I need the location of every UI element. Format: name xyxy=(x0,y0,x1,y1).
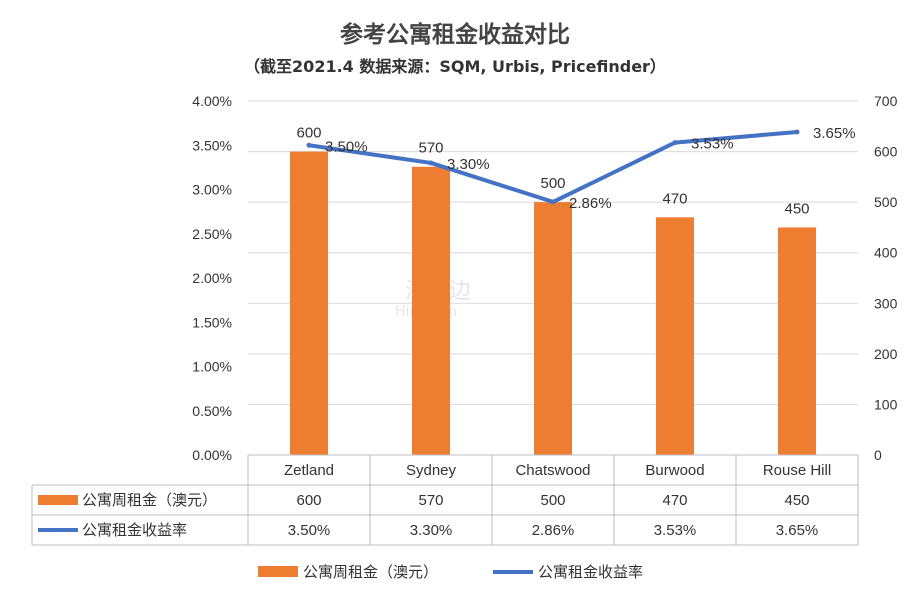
right-axis-tick-label: 400 xyxy=(874,245,898,261)
category-label: Zetland xyxy=(284,462,334,479)
legend-bar-swatch xyxy=(258,566,298,577)
category-label: Chatswood xyxy=(515,462,590,479)
table-cell: 2.86% xyxy=(532,522,575,539)
right-axis-tick-label: 100 xyxy=(874,396,898,412)
bar xyxy=(534,202,572,455)
left-axis-ticks: 0.00% 0.50% 1.00% 1.50% 2.00% 2.50% 3.00% 3.50%… xyxy=(192,93,232,463)
chart-title: 参考公寓租金收益对比 xyxy=(340,21,570,48)
bar-data-label: 570 xyxy=(418,140,443,157)
chart-subtitle: （截至2021.4 数据来源：SQM, Urbis, Pricefinder） xyxy=(244,57,666,76)
table-cell: 3.50% xyxy=(288,522,331,539)
legend: 公寓周租金（澳元） 公寓租金收益率 xyxy=(258,563,643,581)
left-axis-tick-label: 3.50% xyxy=(192,137,232,153)
right-axis-tick-label: 300 xyxy=(874,295,898,311)
left-axis-tick-label: 3.00% xyxy=(192,182,232,198)
bar-data-label: 450 xyxy=(784,200,809,217)
right-axis-tick-label: 200 xyxy=(874,346,898,362)
legend-bar-label: 公寓周租金（澳元） xyxy=(303,563,438,581)
data-table: Zetland Sydney Chatswood Burwood Rouse Hill 公… xyxy=(31,454,859,546)
right-axis-tick-label: 700 xyxy=(874,93,898,109)
left-axis-tick-label: 1.00% xyxy=(192,359,232,375)
table-row-label: 公寓租金收益率 xyxy=(82,521,187,539)
line-data-label: 3.53% xyxy=(691,136,734,153)
line-data-label: 3.65% xyxy=(813,125,856,142)
line-point xyxy=(550,199,556,205)
legend-line-label: 公寓租金收益率 xyxy=(538,563,643,581)
right-axis-tick-label: 0 xyxy=(874,447,882,463)
bar xyxy=(290,151,328,456)
bar xyxy=(778,227,816,455)
table-cell: 3.53% xyxy=(654,522,697,539)
right-axis-tick-label: 600 xyxy=(874,144,898,160)
line-point xyxy=(306,142,312,148)
table-cell: 500 xyxy=(540,492,565,509)
bar-series: 600 570 500 470 450 xyxy=(290,125,816,456)
table-row-label: 公寓周租金（澳元） xyxy=(82,491,217,509)
line-data-label: 2.86% xyxy=(569,195,612,212)
line-point xyxy=(428,160,434,166)
right-axis-ticks: 0 100 200 300 400 500 600 700 xyxy=(874,93,898,463)
left-axis-tick-label: 0.00% xyxy=(192,447,232,463)
category-label: Rouse Hill xyxy=(763,462,831,479)
bar xyxy=(412,166,450,455)
left-axis-tick-label: 1.50% xyxy=(192,314,232,330)
line-data-label: 3.50% xyxy=(325,138,368,155)
bar xyxy=(656,217,694,455)
table-cell: 600 xyxy=(296,492,321,509)
category-label: Burwood xyxy=(645,462,704,479)
left-axis-tick-label: 4.00% xyxy=(192,93,232,109)
right-axis-tick-label: 500 xyxy=(874,194,898,210)
table-cell: 450 xyxy=(784,492,809,509)
left-axis-tick-label: 2.00% xyxy=(192,270,232,286)
left-axis-tick-label: 0.50% xyxy=(192,403,232,419)
left-axis-tick-label: 2.50% xyxy=(192,226,232,242)
bar-data-label: 500 xyxy=(540,175,565,192)
line-data-label: 3.30% xyxy=(447,156,490,173)
line-point xyxy=(794,129,800,135)
bar-data-label: 470 xyxy=(662,190,687,207)
table-bar-swatch xyxy=(38,495,78,505)
table-cell: 3.30% xyxy=(410,522,453,539)
category-label: Sydney xyxy=(406,462,457,479)
table-cell: 3.65% xyxy=(776,522,819,539)
line-series: 3.50% 3.30% 2.86% 3.53% 3.65% xyxy=(306,125,856,212)
line-point xyxy=(672,140,678,146)
table-cell: 470 xyxy=(662,492,687,509)
table-cell: 570 xyxy=(418,492,443,509)
bar-data-label: 600 xyxy=(296,125,321,142)
